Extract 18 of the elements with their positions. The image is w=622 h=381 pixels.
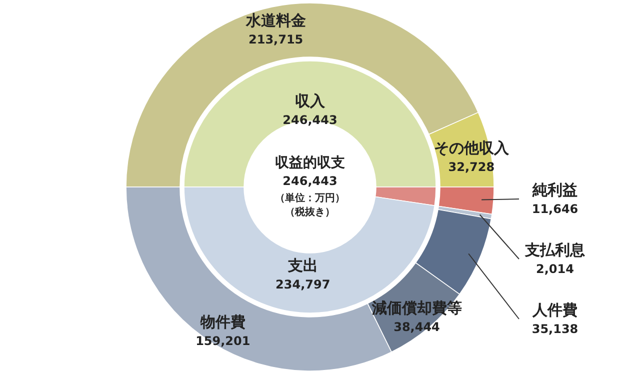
slice-label: 支払利息	[524, 241, 586, 259]
data-label: 213,715	[248, 32, 304, 47]
slice-label: 物件費	[199, 313, 246, 332]
text: 収益的収支	[275, 155, 345, 171]
slice-label: 人件費	[532, 301, 578, 319]
data-label: 2,014	[536, 262, 574, 276]
text: （単位：万円）	[275, 192, 345, 204]
data-label: 234,797	[276, 278, 330, 292]
text: （税抜き）	[285, 206, 335, 218]
slice-label: 純利益	[532, 181, 578, 199]
slice-label: 収入	[295, 92, 326, 110]
slice-label: 支出	[286, 256, 318, 275]
data-label: 35,138	[532, 322, 578, 336]
text: 246,443	[282, 174, 338, 188]
slice-label: 水道料金	[244, 12, 306, 30]
data-label: 11,646	[532, 202, 578, 216]
slice-label: 減価償却費等	[370, 298, 462, 317]
data-label: 246,443	[282, 113, 338, 127]
